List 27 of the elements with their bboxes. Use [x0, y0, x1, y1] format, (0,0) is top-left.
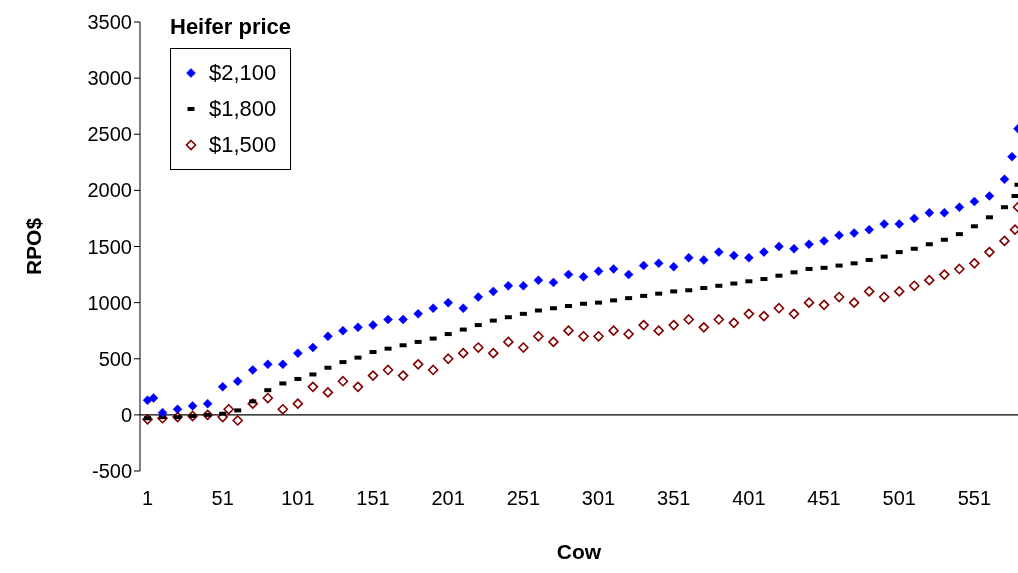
y-tick-label: 3500 — [87, 11, 132, 34]
x-tick-label: 101 — [281, 487, 315, 510]
legend-label: $2,100 — [209, 60, 277, 86]
x-tick-label: 251 — [506, 487, 541, 510]
y-tick-label: 0 — [120, 403, 132, 426]
y-tick-label: 3000 — [87, 67, 132, 90]
x-tick-label: 551 — [957, 487, 992, 510]
x-tick-label: 301 — [581, 487, 616, 510]
x-axis-title: Cow — [556, 540, 602, 563]
y-tick-label: 1500 — [87, 235, 132, 258]
legend-title: Heifer price — [170, 14, 292, 40]
y-tick-label: 2000 — [87, 179, 132, 202]
y-tick-label: 500 — [98, 347, 132, 370]
x-tick-label: 451 — [807, 487, 841, 510]
x-tick-label: 501 — [882, 487, 916, 510]
y-tick-label: -500 — [91, 460, 132, 483]
y-tick-label: 2500 — [87, 123, 132, 146]
x-tick-label: 51 — [211, 487, 234, 510]
x-tick-label: 351 — [657, 487, 691, 510]
y-tick-label: 1000 — [87, 291, 132, 314]
legend-label: $1,500 — [209, 132, 277, 158]
x-tick-label: 1 — [141, 487, 154, 510]
y-axis-title: RPO$ — [22, 217, 46, 276]
legend-label: $1,800 — [209, 96, 277, 122]
x-tick-label: 201 — [431, 487, 465, 510]
x-tick-label: 151 — [356, 487, 390, 510]
x-tick-label: 401 — [732, 487, 766, 510]
